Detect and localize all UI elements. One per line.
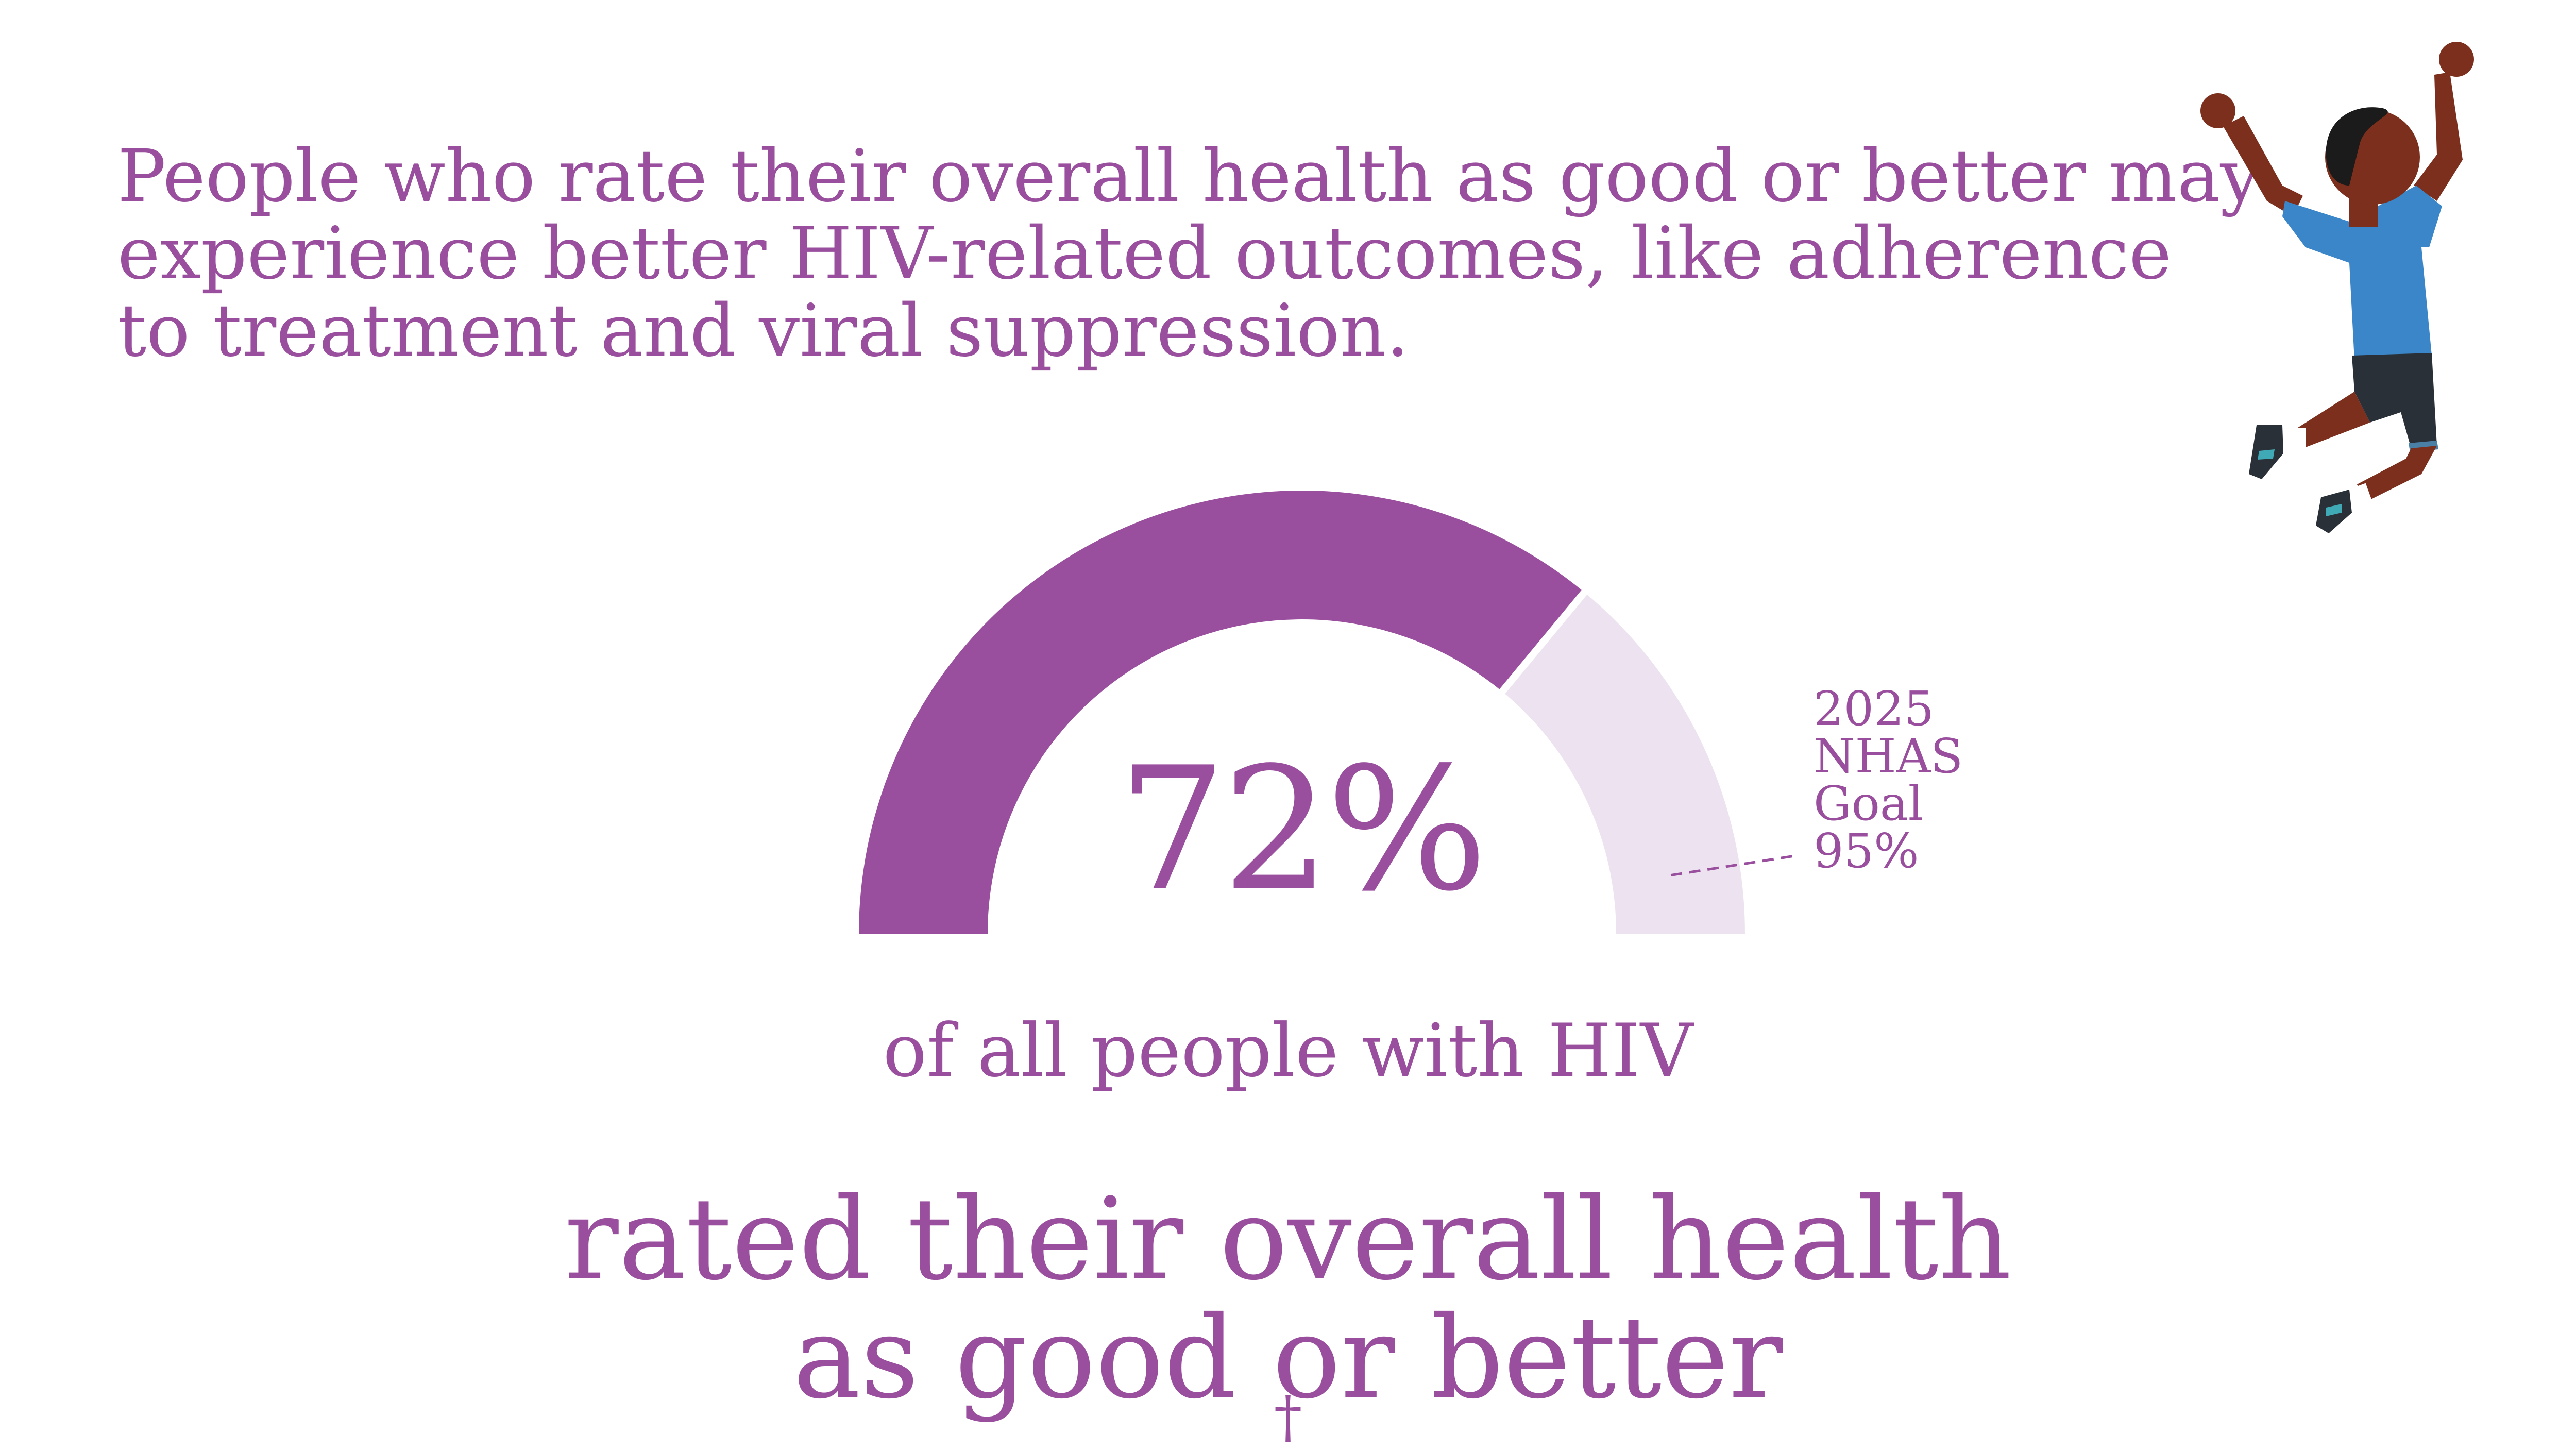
- headline-line-2-text: as good or better: [793, 1292, 1783, 1424]
- headline: rated their overall health as good or be…: [515, 1173, 2061, 1445]
- jumping-person-icon: [2200, 42, 2474, 533]
- headline-line: rated their overall health: [564, 1173, 2012, 1305]
- goal-label-line: NHAS: [1814, 729, 1963, 784]
- intro-line: experience better HIV-related outcomes, …: [117, 212, 2172, 296]
- goal-label: 2025 NHAS Goal 95%: [1814, 685, 1963, 875]
- gauge-remainder-arc: [1502, 592, 1745, 934]
- goal-label-line: 2025: [1814, 681, 1935, 736]
- gauge-value-arc: [859, 491, 1585, 934]
- gauge-value-label: 72%: [1118, 731, 1487, 929]
- intro-text: People who rate their overall health as …: [117, 134, 2261, 373]
- headline-line: as good or better †: [515, 1292, 2061, 1445]
- goal-label-line: Goal: [1814, 776, 1924, 831]
- intro-line: People who rate their overall health as …: [117, 134, 2261, 218]
- goal-leader-line: [1670, 854, 1799, 877]
- intro-line: to treatment and viral suppression.: [117, 289, 1410, 373]
- subline: of all people with HIV: [883, 1008, 1693, 1093]
- gauge-divider: [1498, 588, 1589, 696]
- goal-label-line: 95%: [1814, 823, 1919, 879]
